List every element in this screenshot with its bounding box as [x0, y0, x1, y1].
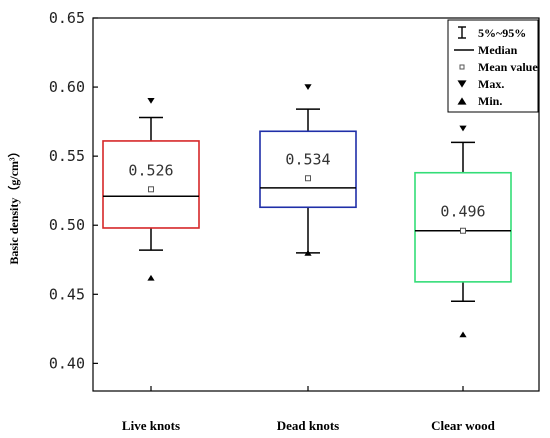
mean-label: 0.526 — [128, 161, 173, 179]
mean-marker — [148, 186, 154, 193]
legend-entry: 5%~95% — [478, 26, 526, 40]
legend-entry: Mean value — [478, 60, 538, 74]
mean-label: 0.534 — [285, 150, 330, 168]
max-marker — [147, 98, 155, 104]
min-marker — [459, 331, 467, 338]
x-tick-label: Dead knots — [277, 418, 340, 433]
box-iqr — [259, 130, 357, 209]
x-axis: Live knots Dead knots Clear wood — [122, 386, 496, 433]
box-clear-wood: 0.496 — [414, 125, 512, 338]
x-tick-label: Clear wood — [431, 418, 495, 433]
y-tick-label: 0.65 — [49, 9, 85, 27]
x-tick-label: Live knots — [122, 418, 180, 433]
y-tick-label: 0.40 — [49, 354, 85, 372]
plot-frame — [92, 17, 540, 392]
legend-min-icon — [457, 97, 467, 105]
box-iqr — [102, 140, 200, 229]
box-series: 0.526 0.534 0.496 — [102, 84, 512, 338]
box-live-knots: 0.526 — [102, 98, 200, 281]
min-marker — [147, 274, 155, 281]
legend-mean-icon — [459, 64, 465, 70]
y-tick-label: 0.45 — [49, 285, 85, 303]
y-tick-label: 0.60 — [49, 78, 85, 96]
y-tick-label: 0.50 — [49, 216, 85, 234]
box-dead-knots: 0.534 — [259, 84, 357, 256]
mean-label: 0.496 — [440, 203, 485, 221]
mean-marker — [460, 227, 466, 234]
legend-entry: Min. — [478, 94, 502, 108]
y-axis-label: Basic density（g/cm³） — [6, 145, 21, 264]
max-marker — [459, 125, 467, 132]
legend: 5%~95% Median Mean value Max. Min. — [447, 19, 539, 113]
legend-entry: Median — [478, 43, 518, 57]
legend-max-icon — [457, 80, 467, 88]
box-iqr — [414, 171, 512, 283]
y-tick-label: 0.55 — [49, 147, 85, 165]
mean-marker — [305, 175, 311, 182]
y-axis: 0.40 0.45 0.50 0.55 0.60 0.65 — [49, 9, 98, 372]
legend-entry: Max. — [478, 77, 504, 91]
max-marker — [304, 84, 312, 90]
min-marker — [304, 249, 312, 256]
